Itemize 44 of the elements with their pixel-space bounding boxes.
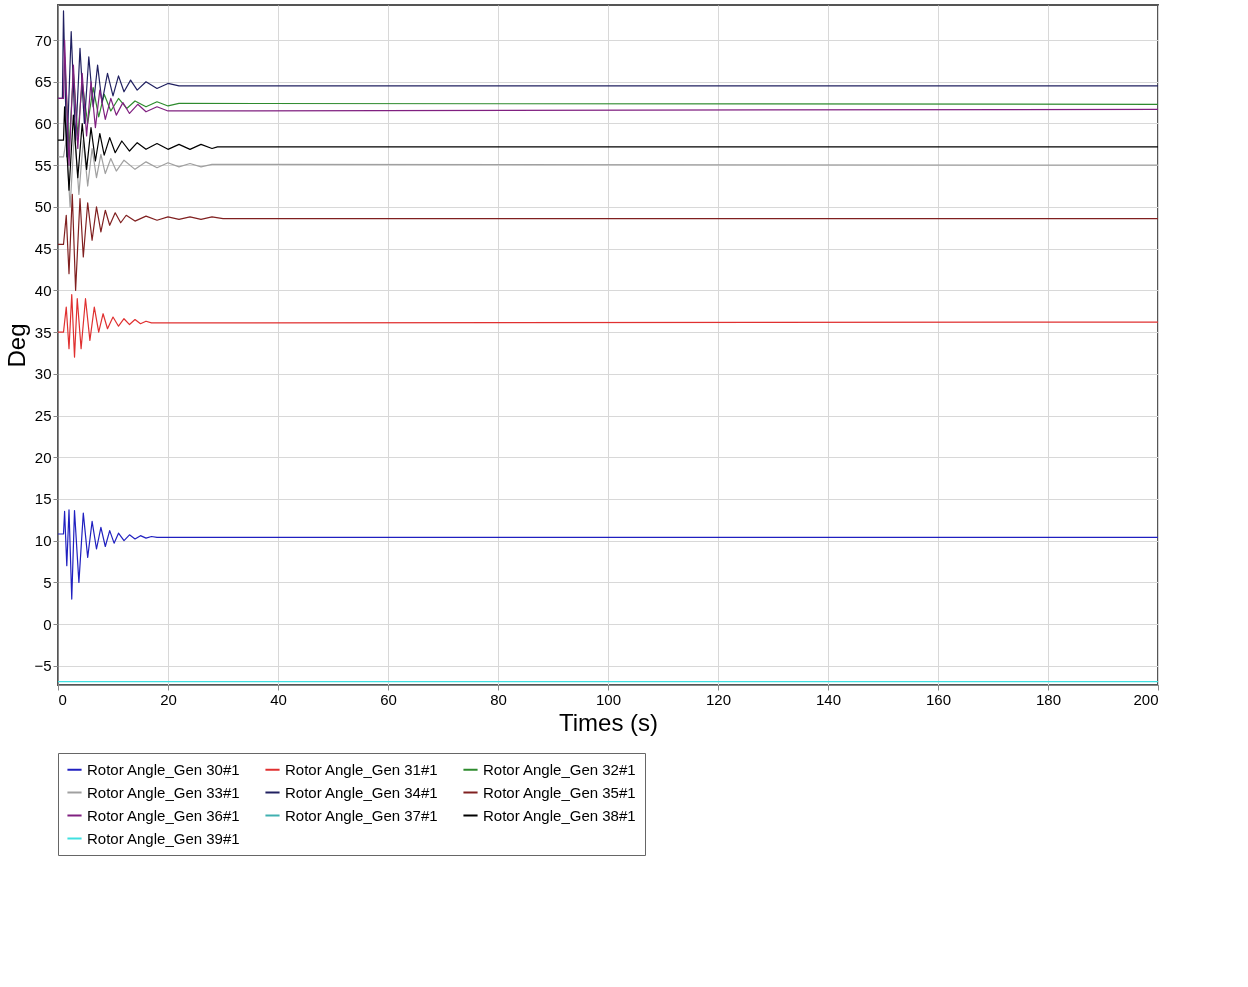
y-tick-label: 70 [34,31,52,49]
x-axis-title: Times (s) [558,708,659,736]
y-tick-label: 0 [43,615,52,633]
y-tick-label: 65 [34,73,52,91]
x-tick-label: 40 [270,690,287,708]
x-tick-label: 160 [925,690,952,708]
line-series [58,193,1158,291]
legend-label: Rotor Angle_Gen 30#1 [87,760,240,778]
y-tick-label: 15 [34,490,52,508]
y-axis-title: Deg [3,323,31,368]
y-tick-label: 50 [34,198,52,216]
legend-label: Rotor Angle_Gen 34#1 [285,783,438,801]
line-series [58,106,1158,191]
x-tick-label: 200 [1133,690,1159,708]
y-tick-label: 5 [43,573,52,591]
legend-label: Rotor Angle_Gen 36#1 [87,806,240,824]
y-tick-label: 35 [34,323,52,341]
y-tick-label: 20 [34,448,52,466]
y-tick-label: 55 [34,156,52,174]
line-series [58,293,1158,358]
legend-label: Rotor Angle_Gen 35#1 [483,783,636,801]
x-tick-label: 180 [1035,690,1062,708]
legend-label: Rotor Angle_Gen 32#1 [483,760,636,778]
legend-label: Rotor Angle_Gen 31#1 [285,760,438,778]
y-tick-label: −5 [34,657,52,675]
x-tick-label: 120 [705,690,732,708]
x-tick-label: 140 [815,690,842,708]
y-tick-label: 40 [34,281,52,299]
line-series [58,509,1158,600]
x-tick-label: 100 [595,690,622,708]
y-tick-label: 60 [34,114,52,132]
y-tick-label: 30 [34,365,52,383]
x-tick-label: 0 [58,690,67,708]
legend-label: Rotor Angle_Gen 38#1 [483,806,636,824]
line-series [58,39,1158,166]
legend-label: Rotor Angle_Gen 39#1 [87,829,240,847]
legend-label: Rotor Angle_Gen 33#1 [87,783,240,801]
y-tick-label: 25 [34,407,52,424]
y-tick-label: 10 [34,532,52,550]
x-tick-label: 80 [490,690,507,708]
legend-label: Rotor Angle_Gen 37#1 [285,806,438,824]
x-tick-label: 20 [160,690,177,708]
y-tick-label: 45 [34,240,52,258]
x-tick-label: 60 [380,690,397,708]
